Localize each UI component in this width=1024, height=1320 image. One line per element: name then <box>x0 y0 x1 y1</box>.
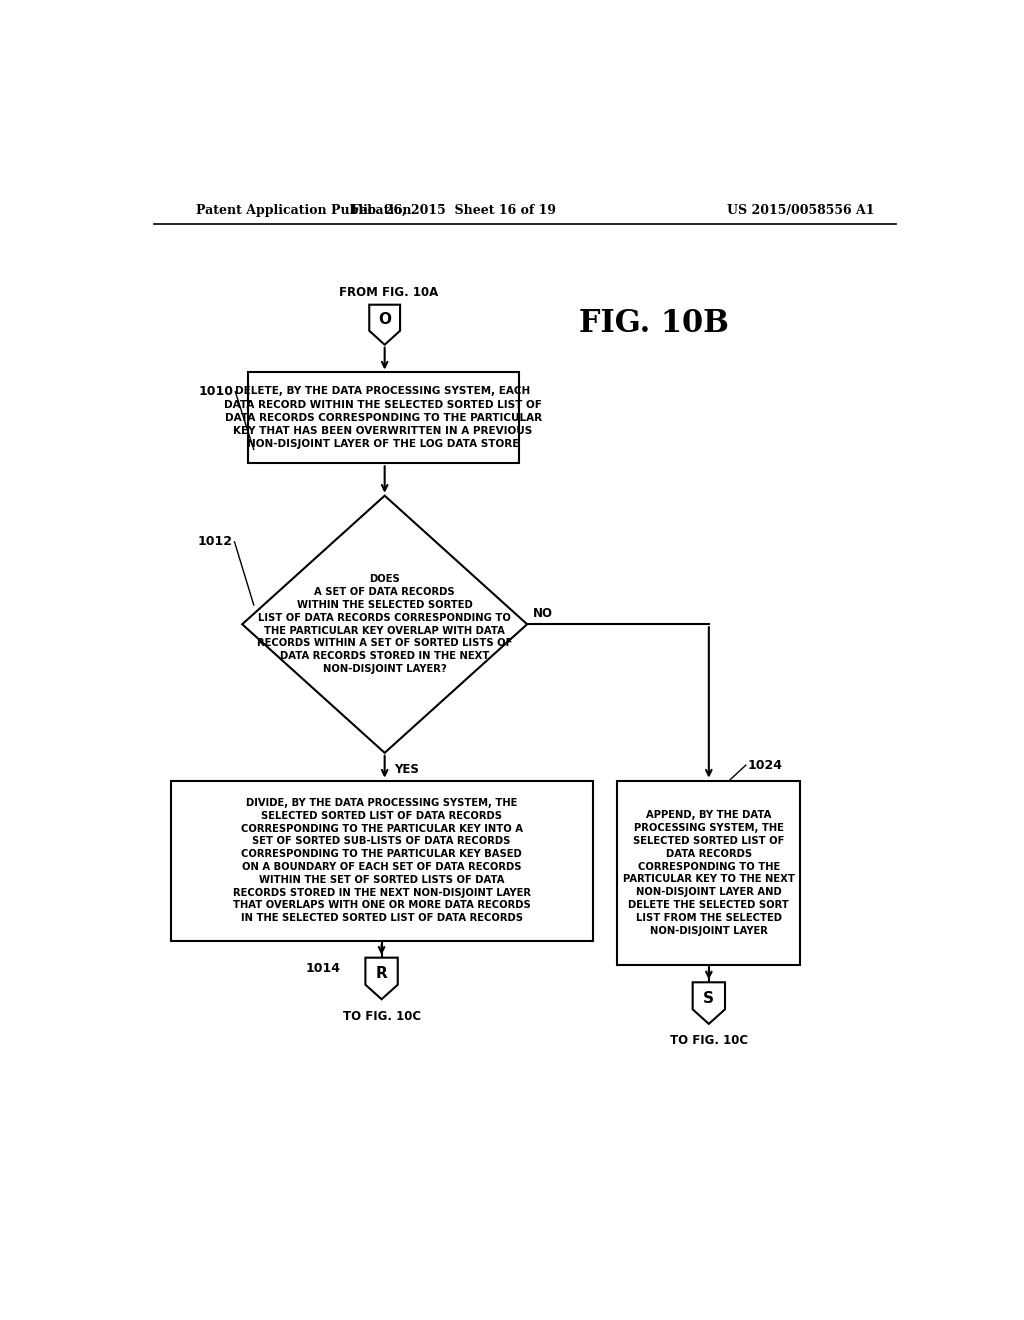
Text: TO FIG. 10C: TO FIG. 10C <box>342 1010 421 1023</box>
Text: FROM FIG. 10A: FROM FIG. 10A <box>339 286 438 298</box>
Text: YES: YES <box>394 763 419 776</box>
Text: 1014: 1014 <box>305 962 341 975</box>
Text: Patent Application Publication: Patent Application Publication <box>196 205 412 218</box>
FancyBboxPatch shape <box>171 780 593 941</box>
Text: US 2015/0058556 A1: US 2015/0058556 A1 <box>727 205 874 218</box>
FancyBboxPatch shape <box>617 780 801 965</box>
Polygon shape <box>692 982 725 1024</box>
Text: DELETE, BY THE DATA PROCESSING SYSTEM, EACH
DATA RECORD WITHIN THE SELECTED SORT: DELETE, BY THE DATA PROCESSING SYSTEM, E… <box>224 387 542 449</box>
Polygon shape <box>243 496 527 752</box>
Polygon shape <box>370 305 400 345</box>
Text: R: R <box>376 966 387 981</box>
Polygon shape <box>366 958 397 999</box>
Text: DIVIDE, BY THE DATA PROCESSING SYSTEM, THE
SELECTED SORTED LIST OF DATA RECORDS
: DIVIDE, BY THE DATA PROCESSING SYSTEM, T… <box>232 799 530 923</box>
Text: TO FIG. 10C: TO FIG. 10C <box>670 1035 748 1047</box>
Text: NO: NO <box>534 607 553 620</box>
Text: O: O <box>378 313 391 327</box>
Text: FIG. 10B: FIG. 10B <box>580 309 729 339</box>
Text: S: S <box>703 990 715 1006</box>
Text: APPEND, BY THE DATA
PROCESSING SYSTEM, THE
SELECTED SORTED LIST OF
DATA RECORDS
: APPEND, BY THE DATA PROCESSING SYSTEM, T… <box>623 810 795 936</box>
Text: 1024: 1024 <box>748 759 782 772</box>
Text: 1012: 1012 <box>198 536 233 548</box>
Text: 1010: 1010 <box>199 385 233 399</box>
Text: Feb. 26, 2015  Sheet 16 of 19: Feb. 26, 2015 Sheet 16 of 19 <box>351 205 556 218</box>
FancyBboxPatch shape <box>248 372 518 463</box>
Text: DOES
A SET OF DATA RECORDS
WITHIN THE SELECTED SORTED
LIST OF DATA RECORDS CORRE: DOES A SET OF DATA RECORDS WITHIN THE SE… <box>257 574 512 675</box>
